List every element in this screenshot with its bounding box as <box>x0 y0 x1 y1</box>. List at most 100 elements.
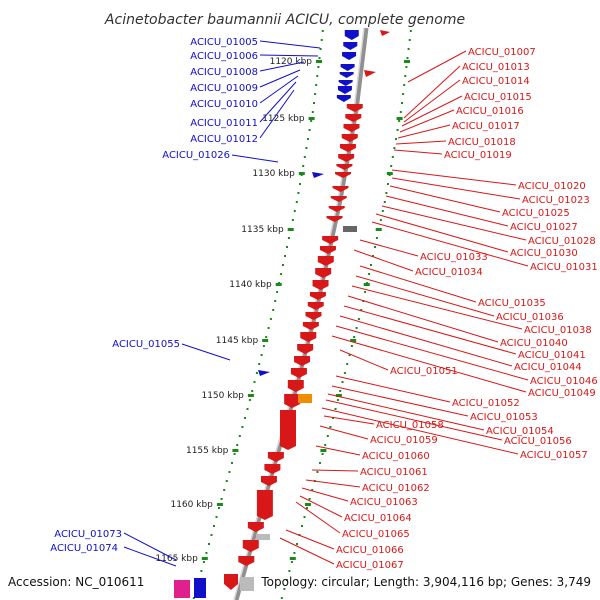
leader-line <box>319 425 369 440</box>
gene-label-left: ACICU_01011 <box>190 118 258 129</box>
gene-feature <box>341 134 358 142</box>
tick-dot-left <box>265 336 268 338</box>
gene-label-right: ACICU_01040 <box>500 338 568 349</box>
gene-feature <box>339 72 354 78</box>
tick-dot-left <box>286 246 288 248</box>
tick-label: 1145 kbp <box>216 336 259 346</box>
tick-label: 1130 kbp <box>252 169 295 179</box>
tick-dot-left <box>223 489 226 491</box>
tick-dot-right <box>348 354 351 356</box>
tick-dot-left <box>241 426 244 428</box>
tick-dot-left <box>297 192 300 194</box>
gene-feature <box>287 380 304 392</box>
major-tick-right <box>320 449 327 452</box>
tick-dot-right <box>324 444 327 446</box>
gene-feature <box>242 540 259 552</box>
leader-line <box>279 537 335 565</box>
tick-dot-left <box>291 219 294 221</box>
gene-feature <box>297 344 314 354</box>
tick-dot-right <box>353 336 356 338</box>
gene-label-right: ACICU_01023 <box>522 195 590 206</box>
tick-dot-right <box>375 237 378 239</box>
tick-dot-right <box>383 201 386 203</box>
tick-label: 1160 kbp <box>170 500 213 510</box>
tick-dot-right <box>379 219 382 221</box>
leader-line <box>391 169 517 186</box>
tick-dot-left <box>238 435 241 437</box>
gene-label-right: ACICU_01038 <box>524 325 592 336</box>
tick-dot-left <box>295 201 298 203</box>
pseudo-feature <box>256 534 270 540</box>
tick-dot-left <box>246 408 249 410</box>
gene-feature <box>260 476 277 486</box>
tick-dot-right <box>341 381 344 383</box>
tick-dot-right <box>393 147 396 149</box>
tick-dot-left <box>284 255 286 257</box>
tick-dot-left <box>310 120 313 122</box>
gene-feature <box>343 42 358 50</box>
gene-label-right: ACICU_01034 <box>415 267 483 278</box>
tick-dot-right <box>336 399 339 401</box>
tick-label: 1135 kbp <box>241 225 284 235</box>
tick-label: 1125 kbp <box>262 114 305 124</box>
tick-dot-left <box>236 444 239 446</box>
tick-dot-left <box>282 264 284 266</box>
tick-dot-right <box>395 138 397 140</box>
tick-dot-right <box>296 543 298 545</box>
tick-dot-right <box>385 192 388 194</box>
leader-line <box>259 89 295 139</box>
major-tick-left <box>316 60 322 63</box>
leader-line <box>399 109 455 133</box>
gene-label-right: ACICU_01030 <box>510 248 578 259</box>
leader-line <box>375 213 509 253</box>
gene-feature <box>319 246 336 254</box>
tick-dot-left <box>315 84 318 86</box>
leader-line <box>359 265 477 303</box>
leader-line <box>401 95 463 127</box>
major-tick-left <box>232 449 239 452</box>
tick-dot-right <box>391 156 394 158</box>
tick-dot-right <box>301 525 303 527</box>
gene-feature <box>346 104 363 112</box>
leader-line <box>331 335 527 393</box>
leader-line <box>343 305 517 355</box>
major-tick-right <box>375 228 382 231</box>
tick-label: 1150 kbp <box>201 391 244 401</box>
major-tick-left <box>201 557 208 560</box>
tick-dot-right <box>280 597 283 599</box>
gene-label-right: ACICU_01014 <box>462 76 530 87</box>
tick-dot-left <box>248 399 251 401</box>
tick-dot-right <box>401 102 403 104</box>
gene-label-right: ACICU_01019 <box>444 150 512 161</box>
tick-dot-left <box>213 525 215 527</box>
tick-dot-left <box>299 183 301 185</box>
tick-dot-right <box>405 66 408 68</box>
tick-dot-right <box>293 552 296 554</box>
major-tick-left <box>216 503 223 506</box>
gene-label-right: ACICU_01028 <box>528 236 596 247</box>
tick-dot-left <box>272 309 275 311</box>
gene-label-right: ACICU_01044 <box>514 362 582 373</box>
leader-line <box>403 65 461 119</box>
tick-dot-left <box>267 327 270 329</box>
tick-dot-left <box>231 462 233 464</box>
tick-dot-left <box>210 534 213 536</box>
gene-label-right: ACICU_01052 <box>452 398 520 409</box>
tick-dot-right <box>285 579 288 581</box>
leader-line <box>259 61 305 72</box>
gene-feature <box>344 30 359 40</box>
leader-line <box>353 249 414 272</box>
gene-feature <box>258 370 270 376</box>
gene-feature <box>330 196 347 202</box>
tick-dot-right <box>399 111 402 113</box>
tick-label: 1165 kbp <box>155 554 198 564</box>
tick-dot-left <box>260 354 263 356</box>
gene-feature <box>338 80 353 86</box>
major-tick-left <box>275 283 282 286</box>
gene-feature <box>290 368 307 378</box>
tick-label: 1155 kbp <box>186 446 229 456</box>
tick-dot-left <box>262 345 265 347</box>
major-tick-left <box>262 339 269 342</box>
tick-dot-left <box>208 543 210 545</box>
leader-line <box>259 54 319 57</box>
